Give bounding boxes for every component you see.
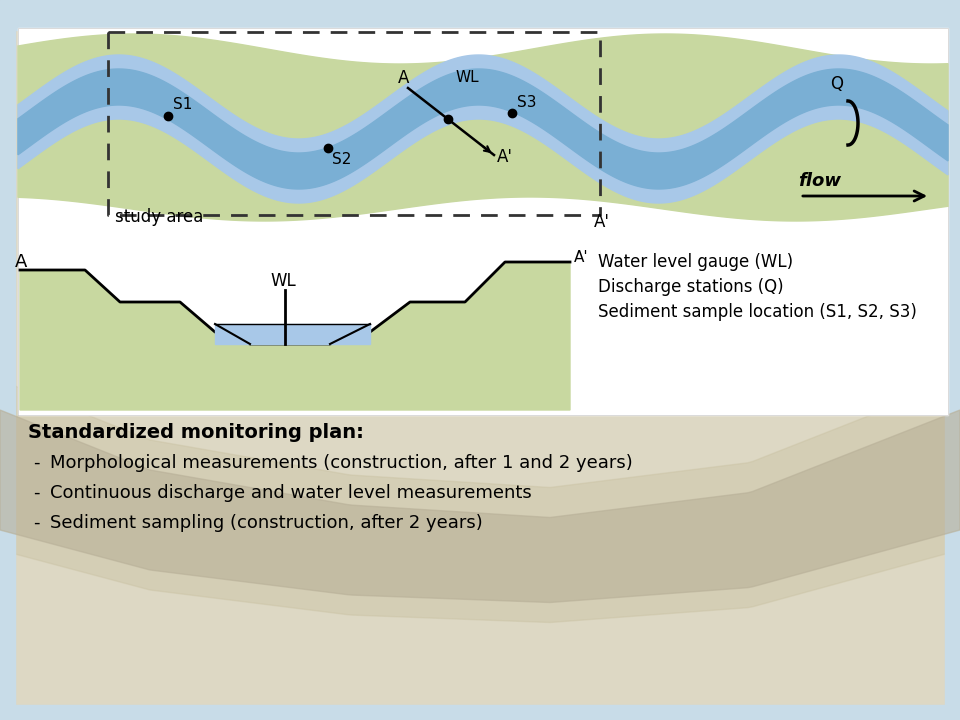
Text: Standardized monitoring plan:: Standardized monitoring plan: <box>28 423 364 442</box>
Polygon shape <box>0 0 15 720</box>
Text: S2: S2 <box>332 152 351 167</box>
Text: S1: S1 <box>173 97 192 112</box>
Polygon shape <box>215 324 370 344</box>
Polygon shape <box>0 410 960 603</box>
Text: flow: flow <box>798 172 841 190</box>
Text: WL: WL <box>270 272 296 290</box>
Polygon shape <box>0 380 960 623</box>
Text: Discharge stations (Q): Discharge stations (Q) <box>598 278 783 296</box>
Text: WL: WL <box>455 70 479 85</box>
Polygon shape <box>18 28 948 415</box>
Polygon shape <box>18 34 948 221</box>
Text: Water level gauge (WL): Water level gauge (WL) <box>598 253 793 271</box>
Polygon shape <box>18 69 948 189</box>
Text: A: A <box>398 69 409 87</box>
Text: -: - <box>33 454 39 472</box>
Text: A': A' <box>594 213 610 231</box>
Polygon shape <box>18 55 948 203</box>
Text: A': A' <box>497 148 513 166</box>
Text: S3: S3 <box>517 95 537 110</box>
Text: Continuous discharge and water level measurements: Continuous discharge and water level mea… <box>50 484 532 502</box>
Polygon shape <box>20 262 570 410</box>
Polygon shape <box>0 705 960 720</box>
Text: Sediment sample location (S1, S2, S3): Sediment sample location (S1, S2, S3) <box>598 303 917 321</box>
Text: study area: study area <box>115 208 204 226</box>
Text: Q: Q <box>830 75 843 93</box>
Text: Morphological measurements (construction, after 1 and 2 years): Morphological measurements (construction… <box>50 454 633 472</box>
Text: -: - <box>33 484 39 502</box>
Polygon shape <box>0 0 960 30</box>
Polygon shape <box>945 0 960 720</box>
Text: Sediment sampling (construction, after 2 years): Sediment sampling (construction, after 2… <box>50 514 483 532</box>
Text: -: - <box>33 514 39 532</box>
Text: A: A <box>15 253 28 271</box>
Text: A': A' <box>574 250 588 265</box>
